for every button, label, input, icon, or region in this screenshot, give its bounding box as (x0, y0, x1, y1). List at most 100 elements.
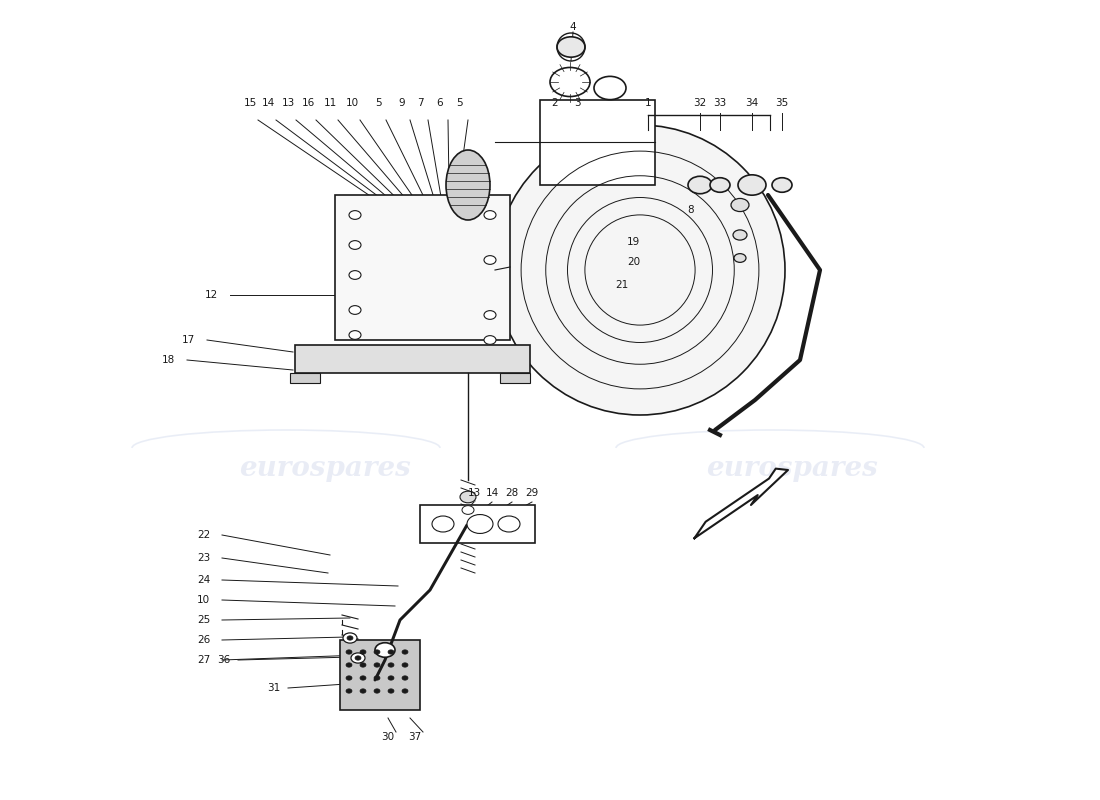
Text: 8: 8 (688, 205, 694, 215)
Text: 29: 29 (526, 488, 539, 498)
Circle shape (402, 663, 408, 667)
Text: 5: 5 (375, 98, 382, 108)
Text: 12: 12 (205, 290, 218, 300)
Text: eurospares: eurospares (706, 454, 878, 482)
Circle shape (734, 254, 746, 262)
Circle shape (772, 178, 792, 192)
FancyBboxPatch shape (295, 345, 530, 373)
Circle shape (432, 516, 454, 532)
Circle shape (388, 689, 394, 693)
Circle shape (346, 689, 352, 693)
Text: 14: 14 (485, 488, 498, 498)
Text: eurospares: eurospares (239, 454, 410, 482)
FancyBboxPatch shape (340, 640, 420, 710)
Text: 20: 20 (627, 257, 640, 267)
Circle shape (360, 663, 366, 667)
Text: 24: 24 (197, 575, 210, 585)
Text: 28: 28 (505, 488, 518, 498)
Circle shape (738, 175, 766, 195)
Text: 30: 30 (382, 732, 395, 742)
Circle shape (550, 67, 590, 97)
Text: 5: 5 (456, 98, 463, 108)
Text: 13: 13 (282, 98, 295, 108)
FancyBboxPatch shape (336, 195, 510, 340)
Text: 26: 26 (197, 635, 210, 645)
Circle shape (374, 676, 379, 680)
Circle shape (402, 689, 408, 693)
Text: 9: 9 (398, 98, 405, 108)
Text: 3: 3 (574, 98, 581, 108)
Circle shape (388, 650, 394, 654)
Text: 1: 1 (645, 98, 651, 108)
Circle shape (346, 650, 352, 654)
Circle shape (349, 270, 361, 279)
Circle shape (402, 650, 408, 654)
Circle shape (360, 689, 366, 693)
Circle shape (710, 178, 730, 192)
FancyBboxPatch shape (540, 100, 654, 185)
Circle shape (733, 230, 747, 240)
Ellipse shape (446, 150, 490, 220)
Text: 25: 25 (197, 615, 210, 625)
Text: 2: 2 (552, 98, 559, 108)
Text: 34: 34 (746, 98, 759, 108)
Text: 15: 15 (243, 98, 256, 108)
Circle shape (355, 656, 361, 660)
Ellipse shape (495, 125, 785, 415)
FancyBboxPatch shape (500, 373, 530, 383)
Circle shape (732, 198, 749, 211)
Circle shape (351, 653, 365, 663)
Text: 23: 23 (197, 553, 210, 563)
Circle shape (374, 650, 379, 654)
Text: 35: 35 (776, 98, 789, 108)
Text: 16: 16 (301, 98, 315, 108)
Text: 32: 32 (693, 98, 706, 108)
Text: 27: 27 (197, 655, 210, 665)
Text: 17: 17 (182, 335, 195, 345)
Text: 19: 19 (627, 237, 640, 247)
Circle shape (374, 689, 379, 693)
Text: 18: 18 (162, 355, 175, 365)
FancyBboxPatch shape (420, 505, 535, 543)
Text: 14: 14 (262, 98, 275, 108)
Circle shape (594, 76, 626, 100)
Text: 37: 37 (408, 732, 421, 742)
Circle shape (484, 256, 496, 264)
Text: 6: 6 (437, 98, 443, 108)
Text: 36: 36 (217, 655, 230, 665)
Circle shape (688, 176, 712, 194)
Text: 13: 13 (468, 488, 481, 498)
Circle shape (468, 514, 493, 534)
Circle shape (343, 633, 358, 643)
Circle shape (375, 642, 395, 658)
Text: 10: 10 (197, 595, 210, 605)
Circle shape (484, 336, 496, 344)
FancyBboxPatch shape (290, 373, 320, 383)
Text: 10: 10 (345, 98, 359, 108)
Text: 31: 31 (266, 683, 280, 693)
Circle shape (498, 516, 520, 532)
Text: 4: 4 (570, 22, 576, 32)
Circle shape (349, 330, 361, 339)
Circle shape (346, 636, 353, 640)
Circle shape (484, 210, 496, 219)
Circle shape (360, 650, 366, 654)
Polygon shape (694, 469, 788, 538)
Circle shape (557, 37, 585, 57)
Circle shape (388, 663, 394, 667)
Circle shape (484, 310, 496, 319)
Circle shape (388, 676, 394, 680)
Circle shape (374, 663, 379, 667)
Text: 22: 22 (197, 530, 210, 540)
Circle shape (402, 676, 408, 680)
Text: 7: 7 (417, 98, 424, 108)
Text: 21: 21 (615, 280, 628, 290)
Circle shape (349, 210, 361, 219)
Circle shape (346, 663, 352, 667)
Circle shape (460, 491, 476, 503)
Circle shape (349, 241, 361, 250)
Text: 11: 11 (323, 98, 337, 108)
Circle shape (360, 676, 366, 680)
Circle shape (462, 506, 474, 514)
Circle shape (349, 306, 361, 314)
